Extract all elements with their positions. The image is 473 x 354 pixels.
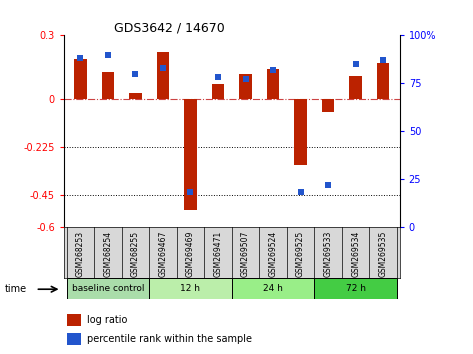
Text: GSM269535: GSM269535	[379, 231, 388, 277]
Bar	[157, 52, 169, 99]
Bar	[67, 333, 80, 344]
Text: GSM269534: GSM269534	[351, 231, 360, 277]
Text: 24 h: 24 h	[263, 284, 283, 293]
FancyBboxPatch shape	[149, 278, 232, 299]
Bar	[350, 76, 362, 99]
Bar	[239, 74, 252, 99]
FancyBboxPatch shape	[67, 278, 149, 299]
Text: GSM269467: GSM269467	[158, 231, 167, 277]
Text: GSM268253: GSM268253	[76, 231, 85, 277]
Bar	[184, 99, 197, 210]
Text: GSM269469: GSM269469	[186, 231, 195, 277]
Text: 12 h: 12 h	[181, 284, 201, 293]
Text: GSM269507: GSM269507	[241, 231, 250, 277]
Bar	[377, 63, 389, 99]
Bar	[267, 69, 279, 99]
Text: GSM269525: GSM269525	[296, 231, 305, 277]
Bar	[212, 84, 224, 99]
Bar	[74, 59, 87, 99]
FancyBboxPatch shape	[232, 278, 315, 299]
Text: GSM268254: GSM268254	[104, 231, 113, 277]
Text: GDS3642 / 14670: GDS3642 / 14670	[114, 21, 225, 34]
Bar	[129, 93, 141, 99]
Bar	[102, 72, 114, 99]
Text: GSM269471: GSM269471	[213, 231, 222, 277]
FancyBboxPatch shape	[315, 278, 397, 299]
Text: 72 h: 72 h	[346, 284, 366, 293]
Text: log ratio: log ratio	[88, 315, 128, 325]
Text: GSM269533: GSM269533	[324, 231, 333, 277]
Bar	[67, 314, 80, 326]
Text: GSM268255: GSM268255	[131, 231, 140, 277]
Text: time: time	[5, 284, 27, 294]
Bar	[294, 99, 307, 165]
Text: percentile rank within the sample: percentile rank within the sample	[88, 333, 253, 344]
Text: GSM269524: GSM269524	[269, 231, 278, 277]
Text: baseline control: baseline control	[71, 284, 144, 293]
Bar	[322, 99, 334, 112]
